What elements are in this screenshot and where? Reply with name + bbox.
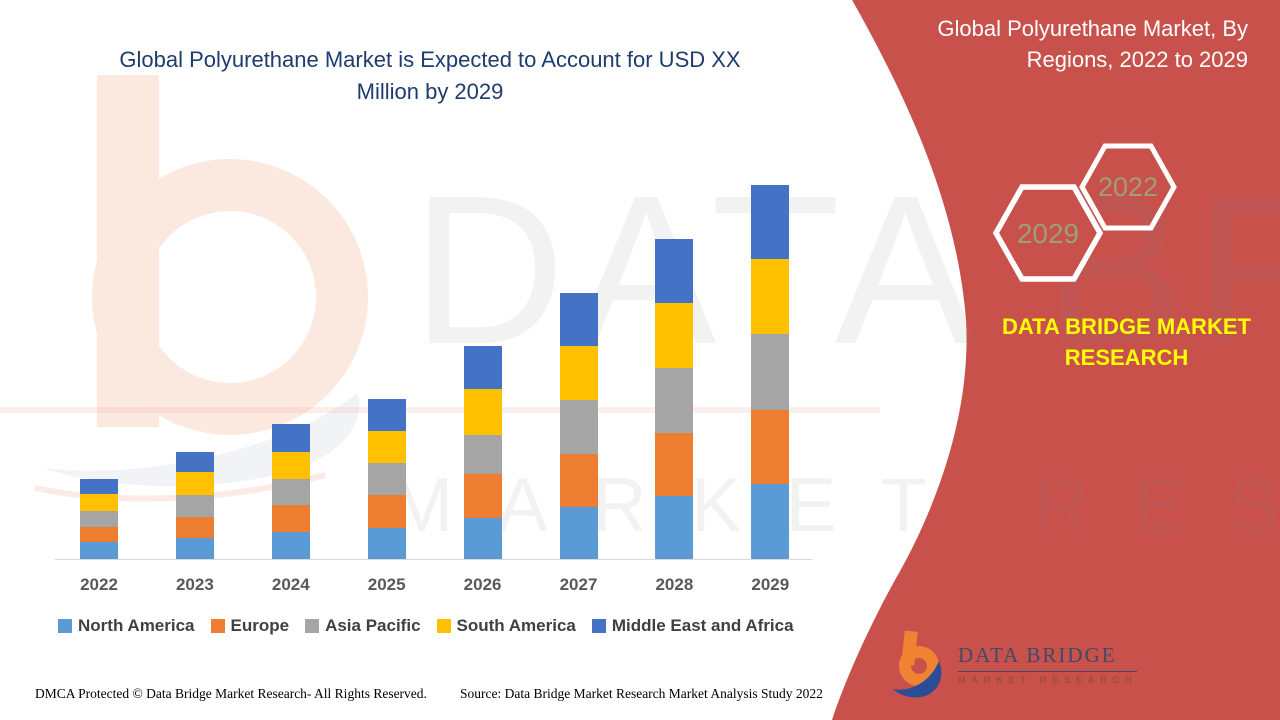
brand-name-line2: RESEARCH xyxy=(1064,345,1189,370)
bar-segment-2027-middle-east-and-africa xyxy=(559,292,598,346)
bar-segment-2026-asia-pacific xyxy=(463,434,502,474)
x-axis-label-2023: 2023 xyxy=(175,575,214,594)
bar-segment-2028-north-america xyxy=(655,496,694,559)
legend-item-europe: Europe xyxy=(210,616,290,636)
legend-item-south-america: South America xyxy=(436,616,576,636)
bar-segment-2025-south-america xyxy=(367,430,406,463)
dmca-text: DMCA Protected © Data Bridge Market Rese… xyxy=(35,686,427,701)
bar-segment-2025-north-america xyxy=(367,528,406,559)
legend-label: Asia Pacific xyxy=(325,616,421,635)
hexagon-2029-badge: 2029 xyxy=(992,184,1104,282)
legend-swatch-icon xyxy=(591,619,606,633)
bar-segment-2024-middle-east-and-africa xyxy=(271,424,310,452)
legend-item-asia-pacific: Asia Pacific xyxy=(305,616,421,636)
bar-segment-2026-europe xyxy=(463,474,502,518)
bar-segment-2024-europe xyxy=(271,505,310,532)
bar-segment-2028-south-america xyxy=(655,303,694,368)
bar-segment-2028-middle-east-and-africa xyxy=(655,239,694,303)
stacked-bar-chart: 2022 2023 2024 2025 2026 2027 2028 2029 xyxy=(55,185,812,594)
x-axis-label-2026: 2026 xyxy=(463,575,502,594)
bar-segment-2027-europe xyxy=(559,454,598,507)
x-axis-label-2022: 2022 xyxy=(80,575,118,594)
bar-segment-2022-north-america xyxy=(80,542,118,559)
bar-segment-2025-europe xyxy=(367,494,406,528)
legend-label: Europe xyxy=(230,616,290,635)
bar-segment-2026-north-america xyxy=(463,518,502,559)
bar-segment-2027-asia-pacific xyxy=(559,399,598,454)
brand-name-line1: DATA BRIDGE MARKET xyxy=(1002,314,1251,339)
company-logo-name: DATA BRIDGE xyxy=(958,643,1138,672)
bar-segment-2028-europe xyxy=(655,432,694,496)
bar-segment-2023-north-america xyxy=(175,537,214,559)
bar-segment-2022-asia-pacific xyxy=(80,511,118,527)
bar-segment-2022-south-america xyxy=(80,493,118,511)
bar-segment-2028-asia-pacific xyxy=(655,367,694,433)
bar-segment-2024-south-america xyxy=(271,451,310,479)
hexagon-2029-label: 2029 xyxy=(1017,218,1079,249)
chart-title-line2: Million by 2029 xyxy=(356,79,504,104)
sidebar-title-line2: Regions, 2022 to 2029 xyxy=(1026,47,1248,72)
bar-segment-2025-asia-pacific xyxy=(367,462,406,495)
legend-label: South America xyxy=(456,616,576,635)
legend-label: Middle East and Africa xyxy=(611,616,794,635)
legend-swatch-icon xyxy=(210,619,225,633)
sidebar-title-line1: Global Polyurethane Market, By xyxy=(937,16,1248,41)
bar-segment-2027-south-america xyxy=(559,345,598,400)
legend-item-middle-east-and-africa: Middle East and Africa xyxy=(591,616,794,636)
x-axis-label-2029: 2029 xyxy=(751,575,790,594)
bar-segment-2023-south-america xyxy=(175,472,214,495)
bar-segment-2029-south-america xyxy=(751,258,790,334)
x-axis-label-2028: 2028 xyxy=(655,575,694,594)
company-logo-mark xyxy=(893,630,942,698)
bar-segment-2027-north-america xyxy=(559,507,598,559)
x-axis-label-2024: 2024 xyxy=(271,575,310,594)
company-logo-textblock: DATA BRIDGE MARKET RESEARCH xyxy=(958,643,1138,686)
x-axis-line xyxy=(55,559,812,560)
bar-segment-2026-middle-east-and-africa xyxy=(463,345,502,389)
bar-segment-2029-north-america xyxy=(751,484,790,559)
bar-segment-2023-europe xyxy=(175,516,214,538)
chart-title-line1: Global Polyurethane Market is Expected t… xyxy=(119,47,741,72)
legend-swatch-icon xyxy=(436,619,451,633)
brand-name-text: DATA BRIDGE MARKET RESEARCH xyxy=(983,311,1270,373)
bar-segment-2023-asia-pacific xyxy=(175,495,214,517)
bar-segment-2024-north-america xyxy=(271,531,310,559)
chart-title: Global Polyurethane Market is Expected t… xyxy=(85,44,775,108)
legend-swatch-icon xyxy=(58,619,72,633)
chart-legend: North America Europe Asia Pacific South Ame… xyxy=(58,616,848,636)
bar-segment-2022-middle-east-and-africa xyxy=(80,478,118,494)
x-axis-label-2027: 2027 xyxy=(559,575,598,594)
legend-item-north-america: North America xyxy=(58,616,195,636)
bar-segment-2029-middle-east-and-africa xyxy=(751,185,790,259)
bar-segment-2024-asia-pacific xyxy=(271,479,310,505)
x-axis-label-2025: 2025 xyxy=(367,575,406,594)
company-logo: DATA BRIDGE MARKET RESEARCH xyxy=(891,629,1138,701)
bar-segment-2022-europe xyxy=(80,526,118,542)
legend-label: North America xyxy=(78,616,195,635)
bar-segment-2025-middle-east-and-africa xyxy=(367,399,406,431)
company-logo-subtitle: MARKET RESEARCH xyxy=(958,675,1138,686)
legend-swatch-icon xyxy=(305,619,320,633)
bar-segment-2023-middle-east-and-africa xyxy=(175,452,214,472)
source-text: Source: Data Bridge Market Research Mark… xyxy=(460,686,823,701)
sidebar-title: Global Polyurethane Market, By Regions, … xyxy=(880,13,1248,75)
bar-segment-2029-asia-pacific xyxy=(751,334,790,410)
bar-segment-2029-europe xyxy=(751,410,790,484)
hexagon-2022-label: 2022 xyxy=(1098,172,1158,202)
hexagon-2022-badge: 2022 xyxy=(1079,143,1177,231)
bar-segment-2026-south-america xyxy=(463,388,502,435)
